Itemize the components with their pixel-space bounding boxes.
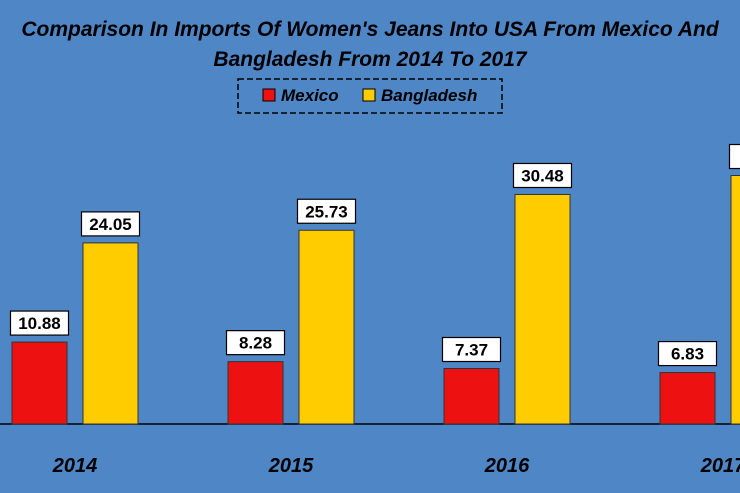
data-label-mexico-2015: 8.28: [239, 334, 272, 353]
bar-mexico-2017: [659, 372, 716, 425]
data-label-box-mexico-2017: [657, 340, 718, 367]
legend-swatch-bangladesh: [362, 88, 376, 102]
data-label-bangladesh-2015: 25.73: [305, 202, 348, 221]
data-label-bangladesh-2014: 24.05: [89, 215, 132, 234]
legend-label-bangladesh: Bangladesh: [381, 86, 477, 105]
data-label-mexico-2017: 6.83: [671, 345, 704, 364]
data-label-box-mexico-2015: [225, 330, 286, 356]
data-label-box-mexico-2014: [9, 310, 70, 336]
bar-bangladesh-2017: [730, 175, 740, 425]
data-label-mexico-2014: 10.88: [18, 314, 61, 333]
data-label-box-bangladesh-2017: [728, 143, 740, 170]
chart-title-line-2: Bangladesh From 2014 To 2017: [213, 48, 527, 71]
x-tick-label-2017: 2017: [700, 455, 740, 477]
bar-mexico-2015: [227, 361, 284, 425]
bar-bangladesh-2014: [82, 242, 139, 425]
data-label-bangladesh-2016: 30.48: [521, 166, 564, 185]
bar-bangladesh-2016: [514, 193, 571, 425]
legend-box: [237, 78, 503, 114]
legend-label-mexico: Mexico: [281, 86, 339, 105]
data-label-box-bangladesh-2014: [80, 211, 141, 237]
legend: Mexico Bangladesh: [237, 78, 503, 114]
data-label-box-bangladesh-2015: [296, 198, 357, 224]
bar-mexico-2016: [443, 368, 500, 425]
plot-area: 10.88 24.05 2014 8.28 25.73 2015 7.37 30.48 2016…: [0, 143, 740, 477]
x-tick-label-2014: 2014: [52, 455, 98, 477]
x-tick-label-2016: 2016: [484, 455, 530, 477]
data-label-box-mexico-2016: [441, 336, 502, 363]
x-tick-label-2015: 2015: [268, 455, 314, 477]
chart-title-line-1: Comparison In Imports Of Women's Jeans I…: [21, 18, 719, 41]
data-label-mexico-2016: 7.37: [455, 341, 488, 360]
bar-bangladesh-2015: [298, 229, 355, 425]
legend-swatch-mexico: [262, 88, 276, 102]
bar-mexico-2014: [11, 341, 68, 425]
data-label-box-bangladesh-2016: [512, 162, 573, 189]
